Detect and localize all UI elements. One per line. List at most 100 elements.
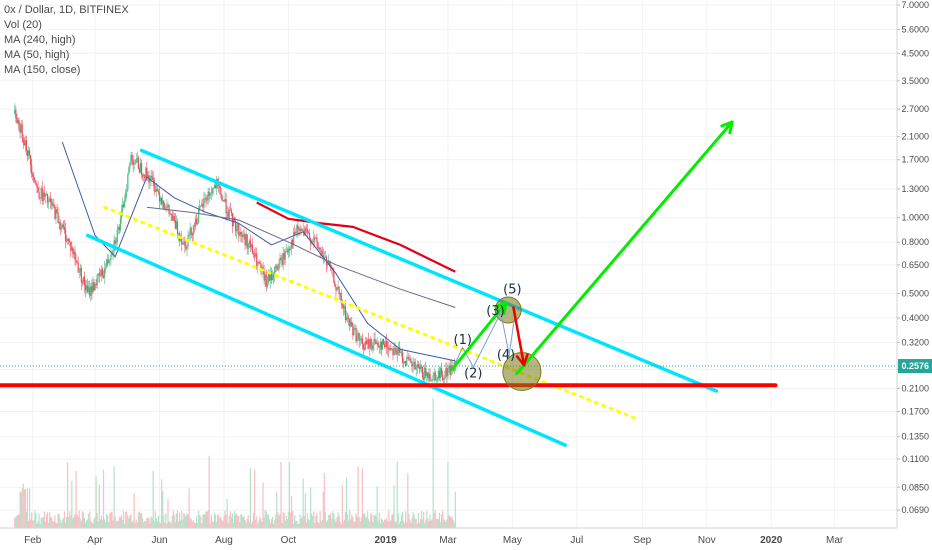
ma-line bbox=[256, 201, 456, 273]
volume-bar bbox=[142, 517, 144, 528]
current-price-tag bbox=[898, 359, 932, 374]
candle-body bbox=[101, 269, 104, 276]
indicator-volume[interactable]: Vol (20) bbox=[4, 19, 42, 31]
volume-bar bbox=[209, 523, 211, 528]
candle-body bbox=[33, 176, 35, 181]
candle-body bbox=[91, 286, 93, 293]
candle-body bbox=[190, 227, 192, 234]
candle-body bbox=[194, 218, 197, 227]
candle-body bbox=[87, 285, 89, 293]
indicator-ma-50[interactable]: MA (50, high) bbox=[4, 49, 70, 61]
candle-body bbox=[75, 259, 77, 262]
volume-bar bbox=[391, 514, 393, 528]
candle-body bbox=[406, 357, 408, 366]
candle-body bbox=[383, 344, 386, 348]
candle-body bbox=[95, 284, 97, 286]
volume-bar bbox=[144, 520, 146, 528]
volume-bar bbox=[16, 515, 18, 528]
candle-body bbox=[176, 221, 179, 234]
candle-body bbox=[259, 263, 261, 265]
candle-body bbox=[152, 177, 154, 181]
volume-bar bbox=[207, 510, 209, 528]
candle-body bbox=[168, 204, 170, 214]
volume-bar bbox=[300, 518, 302, 528]
volume-bar bbox=[352, 516, 354, 528]
candle-body bbox=[42, 192, 44, 202]
volume-bar bbox=[262, 482, 264, 528]
time-axis[interactable]: Feb Apr Jun Aug Oct 2019 Mar May Jul Sep Nov 2020 Ma… bbox=[0, 527, 897, 546]
volume-bar bbox=[289, 512, 292, 528]
volume-bar bbox=[88, 513, 90, 528]
candle-body bbox=[423, 377, 425, 380]
volume-bar bbox=[293, 523, 295, 528]
volume-bar bbox=[71, 480, 73, 528]
candle-body bbox=[387, 347, 389, 349]
volume-bar bbox=[276, 491, 278, 528]
volume-bar bbox=[268, 519, 270, 528]
volume-bar bbox=[59, 518, 61, 528]
volume-bar bbox=[224, 510, 226, 528]
volume-bar bbox=[170, 522, 172, 528]
volume-bar bbox=[112, 520, 114, 528]
volume-bar bbox=[277, 512, 279, 528]
candle-body bbox=[117, 227, 119, 230]
candle-body bbox=[407, 357, 409, 359]
candle-body bbox=[427, 372, 429, 379]
candle-body bbox=[17, 120, 19, 124]
volume-bar bbox=[453, 522, 455, 528]
volume-bar bbox=[383, 519, 386, 528]
volume-bar bbox=[274, 520, 276, 528]
volume-bar bbox=[38, 513, 40, 528]
volume-bar bbox=[239, 522, 241, 528]
candle-body bbox=[100, 269, 103, 276]
candle-body bbox=[428, 373, 430, 379]
volume-bar bbox=[30, 519, 32, 528]
candle-body bbox=[129, 162, 131, 168]
volume-bar bbox=[83, 518, 86, 528]
candle-body bbox=[93, 282, 95, 291]
volume-bar bbox=[198, 510, 200, 528]
candle-body bbox=[55, 209, 57, 219]
price-tick-label: 0.8000 bbox=[901, 237, 929, 247]
volume-bar bbox=[430, 520, 432, 528]
volume-bar bbox=[246, 518, 248, 528]
candle-body bbox=[128, 167, 130, 175]
candle-body bbox=[343, 306, 346, 309]
candle-body bbox=[256, 253, 258, 266]
candle-body bbox=[421, 366, 424, 378]
volume-bar bbox=[20, 492, 22, 528]
candle-body bbox=[188, 235, 190, 236]
candle-body bbox=[250, 244, 253, 248]
volume-bar bbox=[191, 521, 193, 528]
volume-bar bbox=[306, 513, 309, 528]
candle-body bbox=[130, 155, 132, 163]
chart-title[interactable]: 0x / Dollar, 1D, BITFINEX bbox=[4, 4, 129, 16]
volume-bar bbox=[193, 522, 195, 528]
volume-bar bbox=[252, 512, 255, 528]
candle-body bbox=[158, 192, 161, 202]
candle-body bbox=[20, 124, 22, 133]
volume-bar bbox=[154, 511, 156, 528]
volume-bar bbox=[26, 488, 29, 528]
candle-body bbox=[419, 366, 422, 370]
candle-body bbox=[380, 341, 382, 350]
price-tick-label: 3.5000 bbox=[901, 76, 929, 86]
price-axis[interactable]: 7.0000 5.6000 4.5000 3.5000 2.7000 2.1000 1.70… bbox=[896, 0, 932, 550]
volume-bar bbox=[120, 515, 123, 528]
volume-bar bbox=[448, 515, 450, 528]
volume-bar bbox=[386, 517, 388, 528]
volume-bar bbox=[444, 520, 446, 528]
candle-body bbox=[217, 178, 219, 182]
volume-bar bbox=[82, 512, 85, 528]
volume-bar bbox=[47, 522, 50, 528]
candle-body bbox=[31, 164, 33, 174]
indicator-ma-240[interactable]: MA (240, high) bbox=[4, 34, 76, 46]
candle-body bbox=[135, 158, 137, 163]
candle-body bbox=[108, 260, 110, 264]
candle-body bbox=[228, 209, 230, 218]
price-tick-label: 0.1700 bbox=[901, 406, 929, 416]
volume-bar bbox=[27, 520, 30, 528]
indicator-ma-150[interactable]: MA (150, close) bbox=[4, 64, 81, 76]
candle-body bbox=[441, 368, 443, 375]
